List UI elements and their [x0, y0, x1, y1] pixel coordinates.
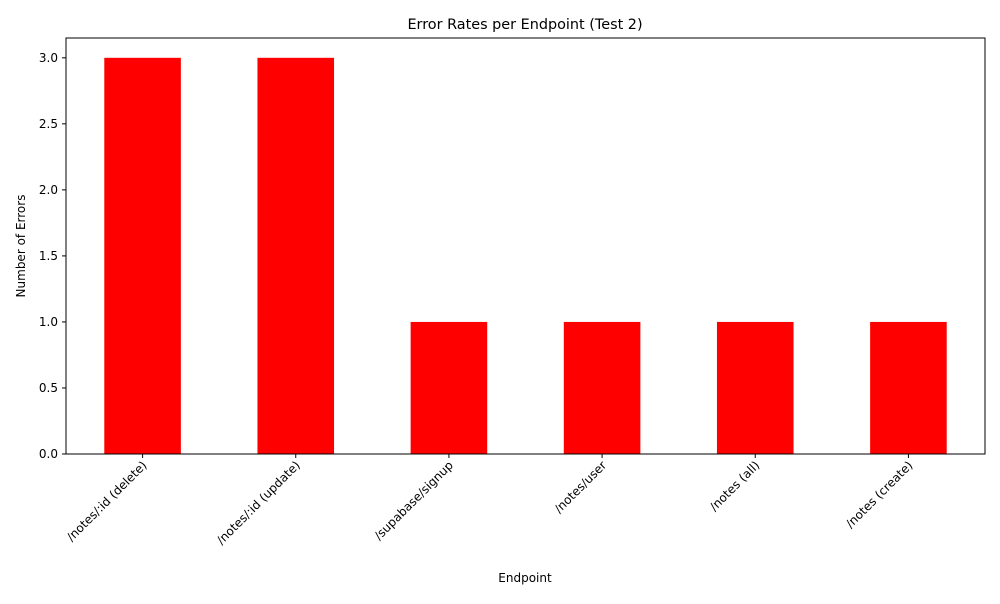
- bar: [104, 57, 181, 455]
- x-tick-label: /notes/user: [552, 458, 610, 516]
- chart-title: Error Rates per Endpoint (Test 2): [407, 17, 642, 33]
- x-tick-label: /notes/:id (update): [214, 458, 303, 547]
- bars-group: [104, 57, 947, 455]
- y-tick-label: 0.0: [39, 447, 58, 461]
- plot-frame: [65, 37, 986, 455]
- x-tick-label: /notes (all): [707, 458, 763, 514]
- y-tick-label: 0.5: [39, 381, 58, 395]
- y-tick-label: 2.0: [39, 183, 58, 197]
- y-tick-label: 1.5: [39, 249, 58, 263]
- y-axis-label: Number of Errors: [14, 195, 28, 298]
- x-axis-label: Endpoint: [498, 571, 552, 585]
- bar: [410, 321, 488, 454]
- y-tick-label: 2.5: [39, 117, 58, 131]
- bar: [257, 57, 335, 455]
- y-axis: 0.0 0.5 1.0 1.5 2.0 2.5 3.0: [39, 51, 66, 461]
- x-axis: /notes/:id (delete) /notes/:id (update) /s…: [64, 454, 916, 547]
- y-tick-label: 1.0: [39, 315, 58, 329]
- x-tick-label: /notes/:id (delete): [64, 458, 150, 544]
- x-tick-label: /supabase/signup: [371, 458, 456, 543]
- bar: [716, 321, 794, 454]
- x-tick-label: /notes (create): [843, 458, 916, 531]
- y-tick-label: 3.0: [39, 51, 58, 65]
- bar: [563, 321, 641, 454]
- bar: [870, 321, 947, 454]
